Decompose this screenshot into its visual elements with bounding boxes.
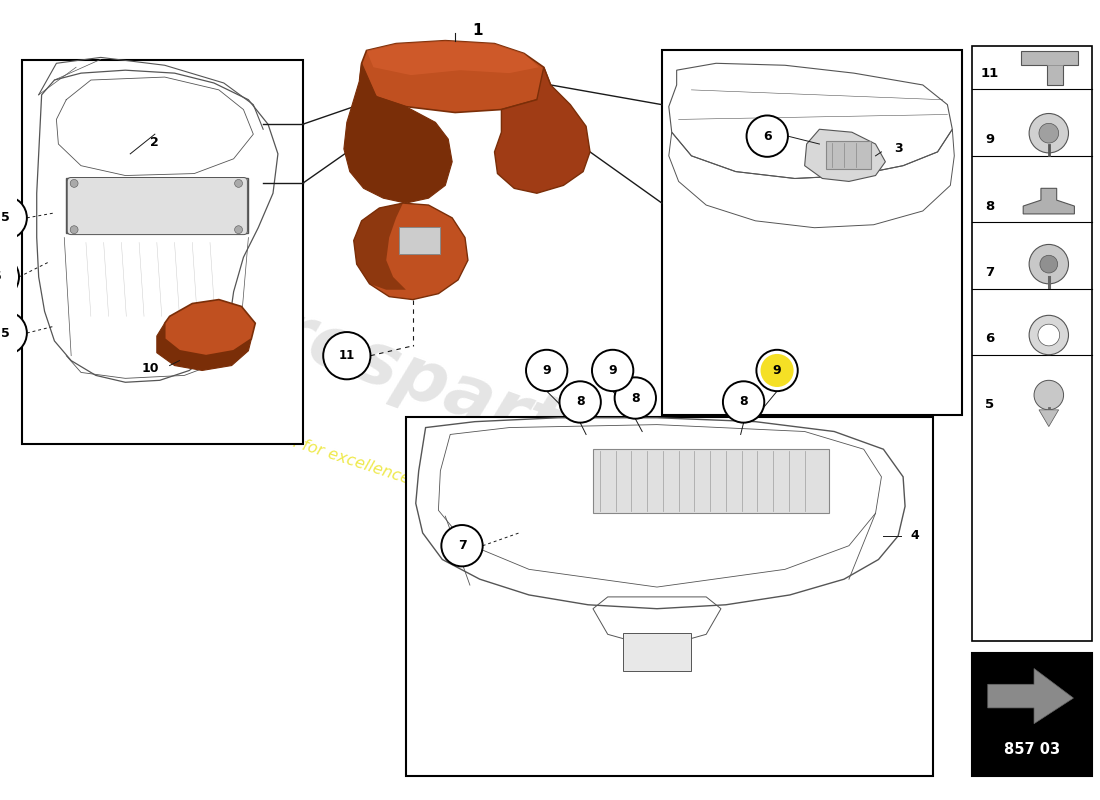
Polygon shape — [165, 299, 255, 356]
Polygon shape — [366, 41, 539, 75]
Circle shape — [723, 382, 764, 422]
Text: 7: 7 — [986, 266, 994, 278]
Text: 11: 11 — [339, 349, 355, 362]
Circle shape — [760, 354, 793, 387]
Text: 4: 4 — [911, 530, 920, 542]
Text: 11: 11 — [980, 66, 999, 80]
Circle shape — [1040, 123, 1058, 143]
Polygon shape — [1023, 188, 1075, 214]
Circle shape — [70, 226, 78, 234]
Text: 3: 3 — [894, 142, 902, 155]
Circle shape — [615, 378, 656, 418]
Polygon shape — [988, 669, 1074, 724]
Text: 2: 2 — [151, 135, 160, 149]
Polygon shape — [344, 63, 452, 203]
Polygon shape — [360, 41, 551, 113]
Circle shape — [0, 196, 26, 239]
Text: 9: 9 — [608, 364, 617, 377]
Text: 5: 5 — [986, 398, 994, 411]
Circle shape — [1034, 380, 1064, 410]
Circle shape — [70, 179, 78, 187]
Polygon shape — [354, 203, 406, 290]
Bar — [593, 450, 829, 514]
Polygon shape — [1040, 410, 1058, 426]
Circle shape — [234, 179, 242, 187]
Polygon shape — [157, 323, 251, 370]
Text: 8: 8 — [739, 395, 748, 409]
Text: 7: 7 — [458, 539, 466, 552]
Bar — [623, 634, 692, 670]
Bar — [399, 226, 440, 254]
Text: 1: 1 — [473, 23, 483, 38]
Circle shape — [747, 115, 788, 157]
Circle shape — [526, 350, 568, 391]
Text: eurosparts: eurosparts — [172, 262, 610, 478]
Circle shape — [441, 525, 483, 566]
Polygon shape — [354, 203, 468, 299]
Polygon shape — [495, 67, 590, 194]
Polygon shape — [804, 130, 886, 182]
Circle shape — [0, 311, 26, 354]
Circle shape — [0, 255, 19, 298]
Circle shape — [1030, 114, 1068, 153]
Text: 5: 5 — [0, 270, 2, 283]
Bar — [406, 417, 933, 776]
Circle shape — [323, 332, 371, 379]
Circle shape — [1030, 245, 1068, 284]
Text: 8: 8 — [986, 199, 994, 213]
Circle shape — [1038, 324, 1059, 346]
Text: 9: 9 — [542, 364, 551, 377]
Text: 8: 8 — [576, 395, 584, 409]
Circle shape — [560, 382, 601, 422]
Circle shape — [1030, 315, 1068, 354]
Text: 5: 5 — [1, 326, 10, 339]
Text: 9: 9 — [773, 364, 781, 377]
Text: 6: 6 — [763, 130, 771, 142]
Circle shape — [757, 350, 798, 391]
Bar — [972, 46, 1092, 642]
FancyBboxPatch shape — [67, 178, 248, 234]
Text: a passion for excellence since 1985: a passion for excellence since 1985 — [223, 413, 500, 515]
Bar — [662, 50, 962, 414]
Text: 10: 10 — [141, 362, 158, 375]
Text: 9: 9 — [986, 133, 994, 146]
Text: 5: 5 — [1, 211, 10, 224]
Polygon shape — [1021, 51, 1078, 85]
Bar — [972, 653, 1092, 776]
Circle shape — [1040, 255, 1058, 273]
Text: 857 03: 857 03 — [1004, 742, 1060, 757]
Circle shape — [234, 226, 242, 234]
Bar — [66, 178, 249, 233]
Text: 8: 8 — [631, 391, 639, 405]
Text: 6: 6 — [986, 333, 994, 346]
Circle shape — [592, 350, 634, 391]
Bar — [826, 141, 870, 169]
Bar — [22, 60, 302, 444]
